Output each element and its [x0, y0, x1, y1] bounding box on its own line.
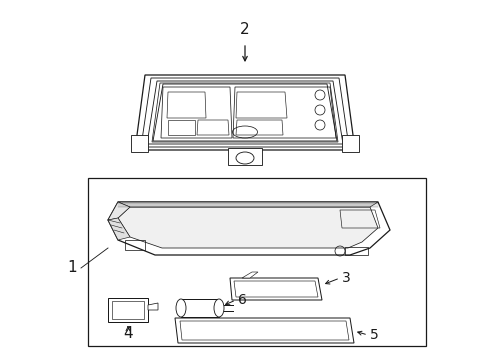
Polygon shape	[227, 148, 262, 165]
Bar	[88, 178, 425, 346]
Polygon shape	[229, 278, 321, 300]
Polygon shape	[108, 298, 148, 322]
Polygon shape	[108, 202, 389, 255]
Text: 6: 6	[238, 293, 246, 307]
Text: 2: 2	[240, 22, 249, 37]
Text: 4: 4	[123, 325, 133, 341]
Polygon shape	[175, 318, 353, 343]
Polygon shape	[341, 135, 358, 152]
Polygon shape	[118, 207, 377, 248]
Polygon shape	[242, 272, 258, 278]
Ellipse shape	[214, 299, 224, 317]
Ellipse shape	[176, 299, 185, 317]
Polygon shape	[108, 218, 130, 240]
Polygon shape	[131, 135, 148, 152]
Polygon shape	[148, 303, 158, 310]
Text: 5: 5	[369, 328, 378, 342]
Polygon shape	[108, 202, 130, 220]
Bar	[181, 299, 219, 317]
Polygon shape	[118, 202, 377, 207]
Polygon shape	[135, 75, 354, 150]
Text: 1: 1	[67, 261, 77, 275]
Text: 3: 3	[341, 271, 350, 285]
